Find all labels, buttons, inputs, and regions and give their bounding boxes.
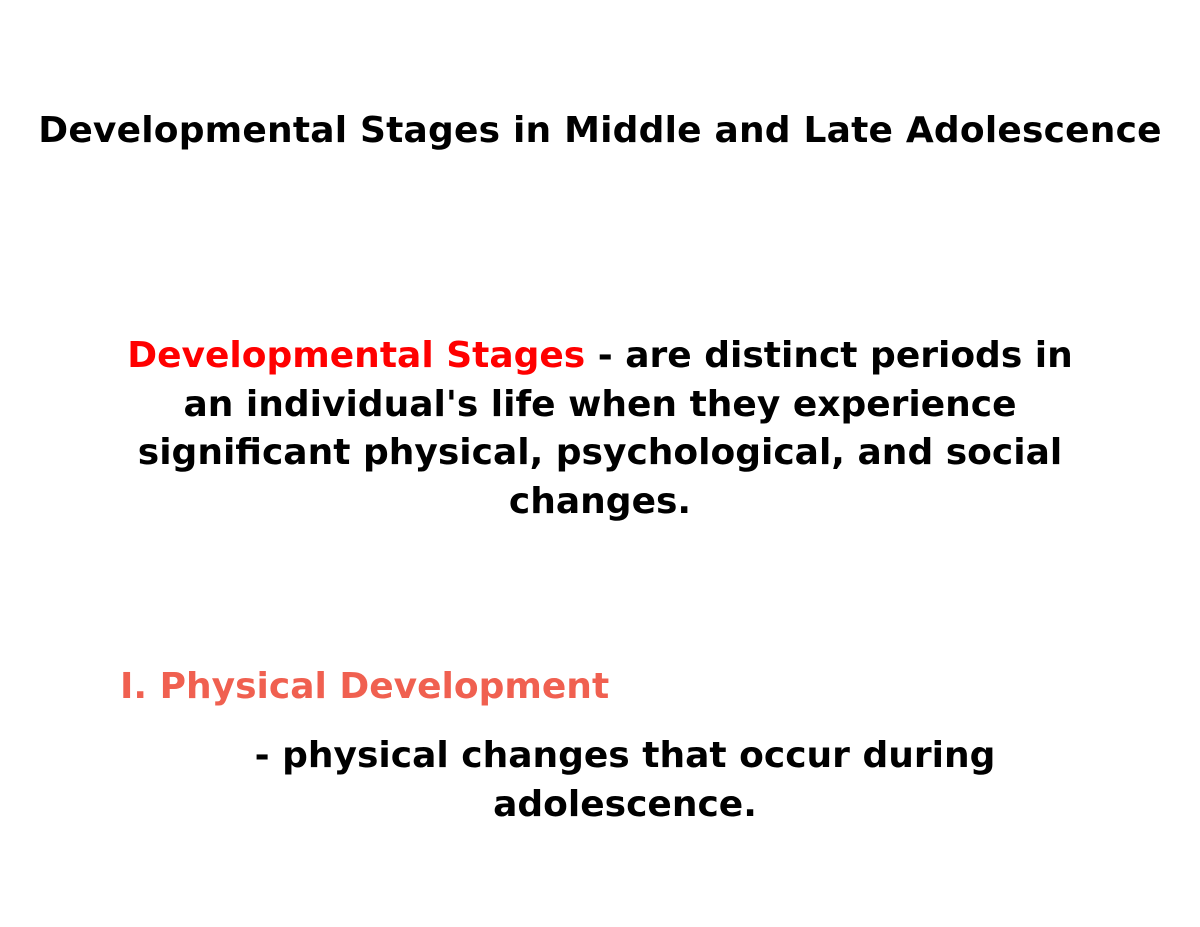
definition-separator: -	[585, 335, 625, 376]
bullet-prefix: -	[255, 735, 282, 776]
section-body: - physical changes that occur during ado…	[170, 732, 1080, 829]
definition-term: Developmental Stages	[127, 335, 585, 376]
section-heading: I. Physical Development	[120, 666, 1080, 707]
section-body-text: physical changes that occur during adole…	[282, 735, 995, 825]
document-page: Developmental Stages in Middle and Late …	[0, 0, 1200, 927]
definition-block: Developmental Stages - are distinct peri…	[120, 332, 1080, 526]
page-title: Developmental Stages in Middle and Late …	[0, 108, 1200, 155]
